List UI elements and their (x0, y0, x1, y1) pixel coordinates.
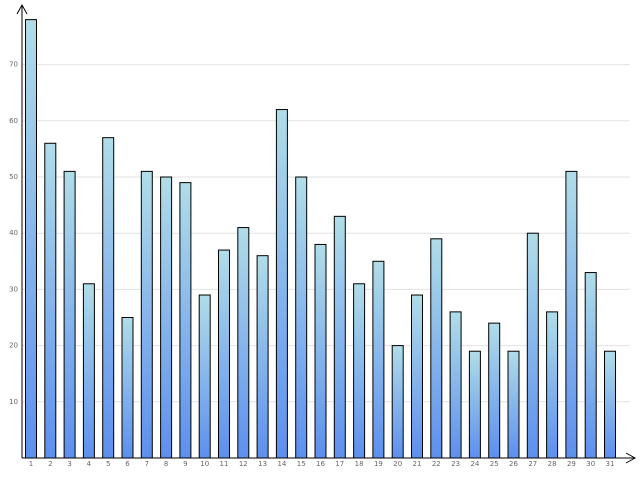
x-tick-label: 29 (567, 460, 576, 468)
x-tick-label: 4 (87, 460, 92, 468)
bar (430, 238, 443, 459)
x-tick-label: 21 (413, 460, 422, 468)
bar (218, 249, 230, 459)
y-tick-label: 40 (9, 229, 18, 237)
x-tick-label: 2 (48, 460, 52, 468)
y-tick-label: 30 (9, 285, 18, 293)
x-tick-label: 30 (586, 460, 595, 468)
bar (237, 227, 250, 459)
y-axis-arrow (16, 3, 28, 15)
y-tick-label: 20 (9, 342, 18, 350)
x-tick-label: 8 (164, 460, 168, 468)
x-tick-label: 18 (355, 460, 364, 468)
x-tick-label: 15 (297, 460, 306, 468)
bar (526, 232, 539, 459)
bar (546, 311, 559, 459)
bar (411, 294, 423, 459)
bar (140, 170, 153, 459)
y-tick-label: 60 (9, 117, 18, 125)
y-tick-label: 10 (9, 398, 18, 406)
bar (82, 283, 95, 459)
x-tick-label: 25 (490, 460, 499, 468)
x-tick-label: 26 (509, 460, 518, 468)
bar (102, 137, 115, 459)
bar (468, 350, 481, 459)
bar (507, 350, 520, 459)
bar (353, 283, 366, 459)
bar (604, 350, 616, 459)
bar (488, 322, 501, 459)
bar (198, 294, 211, 459)
x-tick-label: 31 (606, 460, 615, 468)
y-tick-label: 70 (9, 61, 18, 69)
bar (63, 170, 76, 459)
bar (314, 243, 327, 459)
bar (584, 272, 597, 459)
bar (391, 345, 404, 459)
bar (25, 19, 37, 459)
bar (160, 176, 173, 459)
bar (333, 215, 346, 459)
bar (256, 255, 269, 459)
x-tick-label: 6 (125, 460, 130, 468)
x-tick-label: 13 (258, 460, 267, 468)
bar (121, 317, 134, 459)
x-tick-label: 16 (316, 460, 325, 468)
bar (449, 311, 462, 459)
bar (565, 170, 578, 459)
x-tick-label: 19 (374, 460, 383, 468)
x-tick-label: 20 (393, 460, 402, 468)
bar (275, 109, 288, 459)
x-tick-label: 23 (451, 460, 460, 468)
x-tick-label: 12 (239, 460, 248, 468)
bar (372, 260, 385, 459)
x-tick-label: 14 (277, 460, 286, 468)
x-tick-label: 10 (200, 460, 209, 468)
x-tick-label: 9 (183, 460, 187, 468)
x-tick-label: 1 (29, 460, 33, 468)
bar (44, 142, 57, 459)
x-tick-label: 5 (106, 460, 110, 468)
bar (295, 176, 308, 459)
x-tick-label: 11 (220, 460, 229, 468)
x-tick-label: 27 (528, 460, 537, 468)
x-axis-arrow (625, 452, 637, 464)
x-tick-label: 24 (470, 460, 479, 468)
x-tick-label: 7 (145, 460, 149, 468)
x-tick-label: 17 (335, 460, 344, 468)
y-tick-label: 50 (9, 173, 18, 181)
bar (179, 182, 192, 459)
x-tick-label: 28 (548, 460, 557, 468)
x-tick-label: 22 (432, 460, 441, 468)
x-tick-label: 3 (67, 460, 71, 468)
